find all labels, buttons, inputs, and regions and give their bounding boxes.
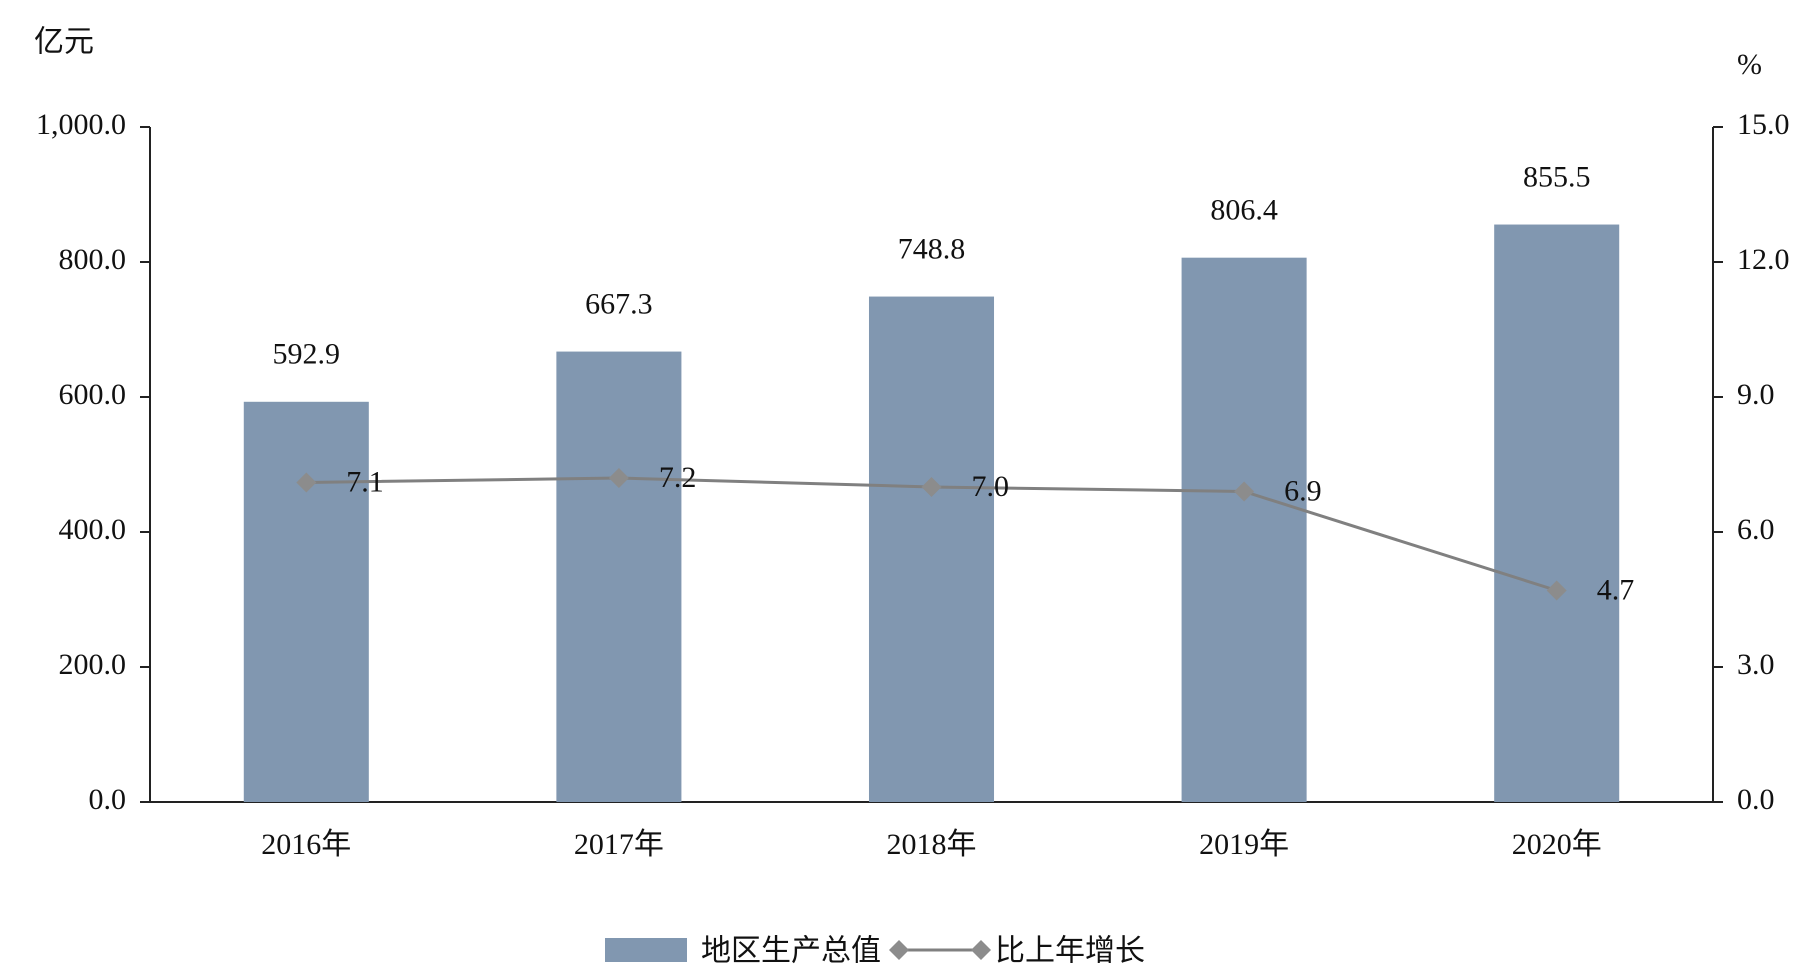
line-value-label: 7.0: [972, 470, 1010, 503]
legend-swatch: [605, 938, 687, 962]
y2-axis-title: %: [1737, 48, 1762, 81]
legend-marker: [889, 940, 909, 960]
bar: [556, 351, 682, 802]
line-value-label: 4.7: [1597, 573, 1635, 606]
y-axis-title: 亿元: [34, 25, 94, 60]
bar-value-label: 667.3: [585, 287, 653, 320]
bar: [243, 401, 369, 802]
x-tick-label: 2019年: [1199, 828, 1289, 861]
bar: [1181, 257, 1307, 802]
bar-value-label: 592.9: [273, 338, 341, 371]
y-tick-label: 800.0: [59, 243, 127, 276]
y-tick-label: 1,000.0: [36, 108, 126, 141]
line-value-label: 6.9: [1284, 474, 1322, 507]
line-value-label: 7.2: [659, 461, 697, 494]
y2-tick-label: 15.0: [1737, 108, 1790, 141]
line-marker: [1234, 481, 1255, 502]
legend-label: 比上年增长: [995, 934, 1145, 969]
line-marker: [296, 472, 317, 493]
y-tick-label: 600.0: [59, 378, 127, 411]
bar-value-label: 855.5: [1523, 160, 1591, 193]
x-tick-label: 2016年: [261, 828, 351, 861]
x-tick-label: 2017年: [574, 828, 664, 861]
bar: [1494, 224, 1620, 803]
y2-tick-label: 6.0: [1737, 513, 1775, 546]
y-tick-label: 400.0: [59, 513, 127, 546]
line-marker: [1546, 580, 1567, 601]
line-marker: [921, 477, 942, 497]
bar-value-label: 748.8: [898, 232, 966, 265]
y-tick-label: 0.0: [89, 783, 127, 816]
legend-marker: [971, 940, 991, 960]
y2-tick-label: 3.0: [1737, 648, 1775, 681]
x-tick-label: 2020年: [1512, 828, 1602, 861]
line-value-label: 7.1: [346, 465, 384, 498]
y2-tick-label: 0.0: [1737, 783, 1775, 816]
y2-tick-label: 12.0: [1737, 243, 1790, 276]
legend-label: 地区生产总值: [701, 934, 881, 969]
x-tick-label: 2018年: [887, 828, 977, 861]
line-marker: [608, 468, 629, 488]
y2-tick-label: 9.0: [1737, 378, 1775, 411]
y-tick-label: 200.0: [59, 648, 127, 681]
bar-value-label: 806.4: [1210, 194, 1278, 227]
bar: [868, 296, 995, 802]
